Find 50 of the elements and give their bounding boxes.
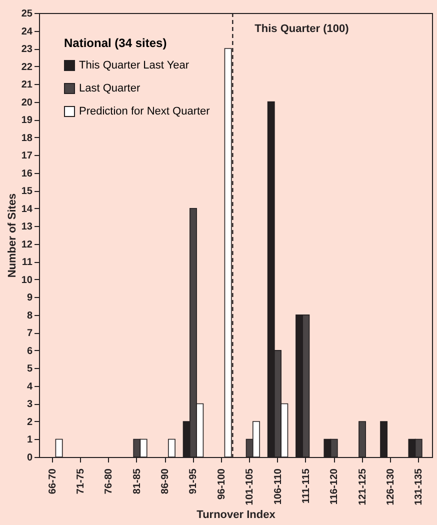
x-tick-label: 121-125 <box>357 468 368 506</box>
x-tick-label: 116-120 <box>329 468 340 505</box>
y-tick-label: 10 <box>21 274 33 286</box>
y-tick-label: 5 <box>26 364 33 375</box>
legend-label: This Quarter Last Year <box>79 60 190 72</box>
y-tick-label: 11 <box>22 257 33 268</box>
x-tick-label: 86-90 <box>160 468 172 494</box>
y-tick-label: 15 <box>21 186 33 198</box>
y-tick-label: 18 <box>21 132 33 144</box>
y-tick-label: 3 <box>26 399 33 410</box>
x-tick-label: 101-105 <box>244 468 256 506</box>
y-tick-label: 22 <box>21 62 33 73</box>
y-tick-label: 12 <box>21 239 33 250</box>
y-tick-label: 13 <box>21 222 33 233</box>
y-tick-label: 7 <box>26 328 33 340</box>
x-tick-label: 96-100 <box>216 468 228 500</box>
y-tick-label: 25 <box>21 8 33 20</box>
x-tick-label: 81-85 <box>132 468 143 494</box>
y-tick-label: 1 <box>26 434 33 446</box>
y-tick-label: 19 <box>21 115 33 126</box>
y-tick-label: 17 <box>21 150 33 162</box>
x-tick-label: 71-75 <box>76 468 87 494</box>
x-tick-label: 91-95 <box>188 468 200 494</box>
y-tick-label: 20 <box>21 97 33 108</box>
x-tick-label: 126-130 <box>385 468 396 506</box>
y-tick-label: 21 <box>21 80 33 91</box>
bar <box>380 421 388 458</box>
y-tick-label: 14 <box>21 204 33 215</box>
y-tick-label: 6 <box>26 346 33 357</box>
x-tick-label: 106-110 <box>272 468 284 505</box>
bar <box>55 438 63 458</box>
legend-label: Last Quarter <box>79 82 140 94</box>
y-tick-label: 8 <box>26 310 33 322</box>
y-tick-label: 2 <box>26 416 33 428</box>
bar <box>168 438 176 458</box>
legend-label: Prediction for Next Quarter <box>79 106 210 118</box>
legend-title: National (34 sites) <box>64 36 167 50</box>
y-tick-label: 16 <box>21 168 33 180</box>
y-tick-label: 23 <box>21 44 33 56</box>
x-tick-label: 131-135 <box>414 468 425 506</box>
ref-line-label: This Quarter (100) <box>254 23 350 35</box>
x-tick-label: 111-115 <box>300 468 312 504</box>
x-tick-label: 76-80 <box>104 468 115 494</box>
y-axis-title: Number of Sites <box>6 193 18 278</box>
x-axis-title: Turnover Index <box>196 509 276 522</box>
x-tick-label: 66-70 <box>47 468 58 494</box>
y-tick-label: 9 <box>26 292 33 304</box>
y-tick-label: 24 <box>21 26 33 38</box>
y-tick-label: 0 <box>26 452 33 464</box>
y-tick-label: 4 <box>26 381 33 392</box>
